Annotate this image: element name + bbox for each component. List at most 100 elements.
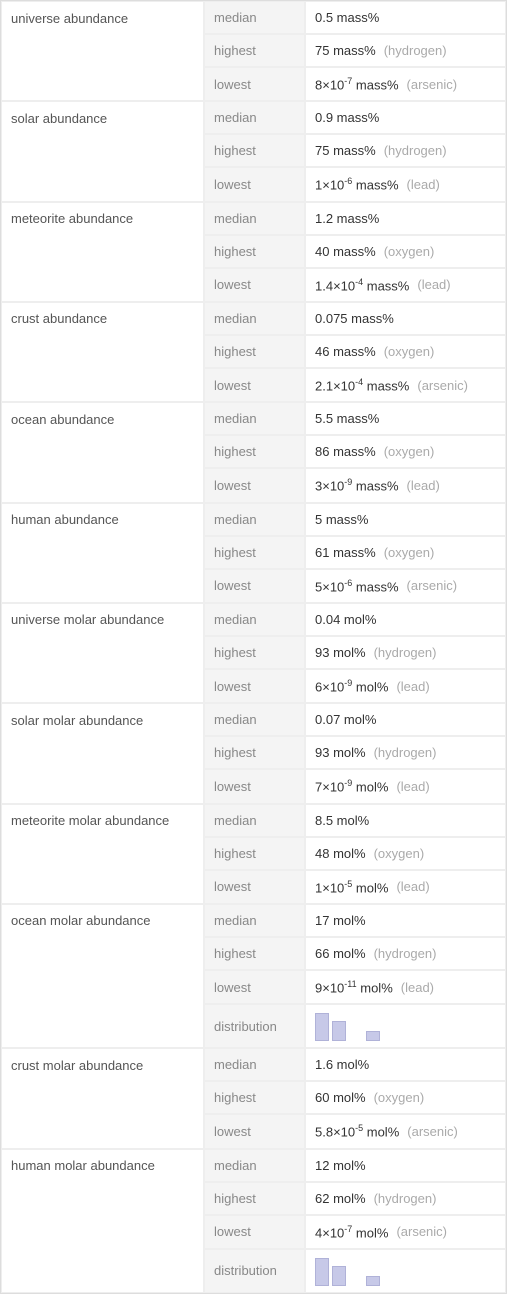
stat-value: 75 mass%(hydrogen) <box>305 34 506 67</box>
qualifier-text: (arsenic) <box>417 378 468 393</box>
value-text: 5.5 mass% <box>315 411 379 426</box>
property-label: meteorite abundance <box>1 202 204 235</box>
table-row: highest61 mass%(oxygen) <box>1 536 506 569</box>
stat-value: 6×10-9 mol%(lead) <box>305 669 506 703</box>
stat-value: 0.9 mass% <box>305 101 506 134</box>
stat-value: 8×10-7 mass%(arsenic) <box>305 67 506 101</box>
stat-label: distribution <box>204 1004 305 1048</box>
stat-label: highest <box>204 235 305 268</box>
stat-value: 1×10-6 mass%(lead) <box>305 167 506 201</box>
stat-value: 5 mass% <box>305 503 506 536</box>
stat-label: lowest <box>204 1114 305 1148</box>
property-label <box>1 1215 204 1249</box>
stat-value: 7×10-9 mol% (lead) <box>305 769 506 803</box>
table-row: human molar abundancemedian 12 mol% <box>1 1149 506 1182</box>
table-row: lowest 3×10-9 mass% (lead) <box>1 468 506 502</box>
property-label <box>1 937 204 970</box>
table-row: highest75 mass%(hydrogen) <box>1 34 506 67</box>
stat-value <box>305 1004 506 1048</box>
property-label: human abundance <box>1 503 204 536</box>
stat-value: 93 mol%(hydrogen) <box>305 736 506 769</box>
value-text: 61 mass% <box>315 545 376 560</box>
stat-value: 0.075 mass% <box>305 302 506 335</box>
distribution-bar <box>315 1013 329 1041</box>
property-label <box>1 468 204 502</box>
property-label: human molar abundance <box>1 1149 204 1182</box>
table-row: distribution <box>1 1004 506 1048</box>
property-label <box>1 368 204 402</box>
table-row: ocean abundancemedian5.5 mass% <box>1 402 506 435</box>
property-label <box>1 235 204 268</box>
value-text: 7×10-9 mol% <box>315 778 388 794</box>
stat-label: highest <box>204 636 305 669</box>
qualifier-text: (oxygen) <box>374 1090 425 1105</box>
stat-label: median <box>204 904 305 937</box>
property-label <box>1 1182 204 1215</box>
stat-value: 0.07 mol% <box>305 703 506 736</box>
value-text: 3×10-9 mass% <box>315 477 399 493</box>
value-text: 1.4×10-4 mass% <box>315 277 409 293</box>
stat-value: 0.04 mol% <box>305 603 506 636</box>
property-label: universe abundance <box>1 1 204 34</box>
stat-value: 60 mol%(oxygen) <box>305 1081 506 1114</box>
qualifier-text: (arsenic) <box>407 578 458 593</box>
value-text: 12 mol% <box>315 1158 366 1173</box>
stat-value: 46 mass%(oxygen) <box>305 335 506 368</box>
stat-label: highest <box>204 435 305 468</box>
stat-label: median <box>204 101 305 134</box>
property-label <box>1 435 204 468</box>
stat-label: lowest <box>204 468 305 502</box>
stat-label: median <box>204 302 305 335</box>
stat-label: lowest <box>204 569 305 603</box>
value-text: 66 mol% <box>315 946 366 961</box>
property-label: crust molar abundance <box>1 1048 204 1081</box>
stat-value: 8.5 mol% <box>305 804 506 837</box>
stat-value: 48 mol%(oxygen) <box>305 837 506 870</box>
stat-value: 12 mol% <box>305 1149 506 1182</box>
qualifier-text: (oxygen) <box>384 545 435 560</box>
qualifier-text: (lead) <box>407 478 440 493</box>
stat-label: median <box>204 1149 305 1182</box>
property-label <box>1 67 204 101</box>
stat-value: 75 mass%(hydrogen) <box>305 134 506 167</box>
table-row: highest93 mol%(hydrogen) <box>1 736 506 769</box>
stat-label: median <box>204 603 305 636</box>
property-label <box>1 837 204 870</box>
value-text: 0.9 mass% <box>315 110 379 125</box>
stat-label: lowest <box>204 769 305 803</box>
table-row: distribution <box>1 1249 506 1293</box>
table-row: highest62 mol%(hydrogen) <box>1 1182 506 1215</box>
stat-value: 0.5 mass% <box>305 1 506 34</box>
qualifier-text: (arsenic) <box>396 1224 447 1239</box>
value-text: 2.1×10-4 mass% <box>315 377 409 393</box>
qualifier-text: (hydrogen) <box>374 645 437 660</box>
property-label <box>1 870 204 904</box>
qualifier-text: (hydrogen) <box>384 43 447 58</box>
qualifier-text: (lead) <box>396 779 429 794</box>
stat-value: 2.1×10-4 mass% (arsenic) <box>305 368 506 402</box>
table-row: lowest6×10-9 mol%(lead) <box>1 669 506 703</box>
property-label <box>1 1114 204 1148</box>
property-label <box>1 569 204 603</box>
stat-label: lowest <box>204 970 305 1004</box>
stat-label: lowest <box>204 669 305 703</box>
value-text: 1×10-5 mol% <box>315 879 388 895</box>
table-row: lowest 7×10-9 mol% (lead) <box>1 769 506 803</box>
stat-label: highest <box>204 34 305 67</box>
qualifier-text: (oxygen) <box>384 344 435 359</box>
stat-value: 9×10-11 mol%(lead) <box>305 970 506 1004</box>
stat-value: 3×10-9 mass% (lead) <box>305 468 506 502</box>
stat-label: lowest <box>204 67 305 101</box>
qualifier-text: (hydrogen) <box>384 143 447 158</box>
stat-value: 66 mol%(hydrogen) <box>305 937 506 970</box>
table-row: lowest1×10-5 mol%(lead) <box>1 870 506 904</box>
property-label <box>1 1249 204 1293</box>
table-row: solar molar abundancemedian0.07 mol% <box>1 703 506 736</box>
stat-label: lowest <box>204 1215 305 1249</box>
value-text: 4×10-7 mol% <box>315 1224 388 1240</box>
property-label <box>1 769 204 803</box>
stat-label: median <box>204 1048 305 1081</box>
distribution-bar <box>332 1021 346 1041</box>
value-text: 93 mol% <box>315 745 366 760</box>
property-label: meteorite molar abundance <box>1 804 204 837</box>
